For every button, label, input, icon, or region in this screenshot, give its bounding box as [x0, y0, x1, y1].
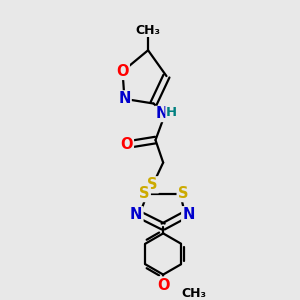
- Text: N: N: [130, 207, 142, 222]
- Text: H: H: [166, 106, 177, 119]
- Text: CH₃: CH₃: [181, 287, 206, 300]
- Text: S: S: [148, 177, 158, 192]
- Text: CH₃: CH₃: [136, 24, 160, 37]
- Text: O: O: [120, 137, 133, 152]
- Text: S: S: [178, 186, 188, 201]
- Text: CH₃: CH₃: [136, 22, 160, 35]
- Text: O: O: [116, 64, 129, 79]
- Text: O: O: [157, 278, 169, 292]
- Text: N: N: [182, 207, 195, 222]
- Text: N: N: [155, 106, 168, 122]
- Text: N: N: [118, 92, 131, 106]
- Text: S: S: [139, 186, 150, 201]
